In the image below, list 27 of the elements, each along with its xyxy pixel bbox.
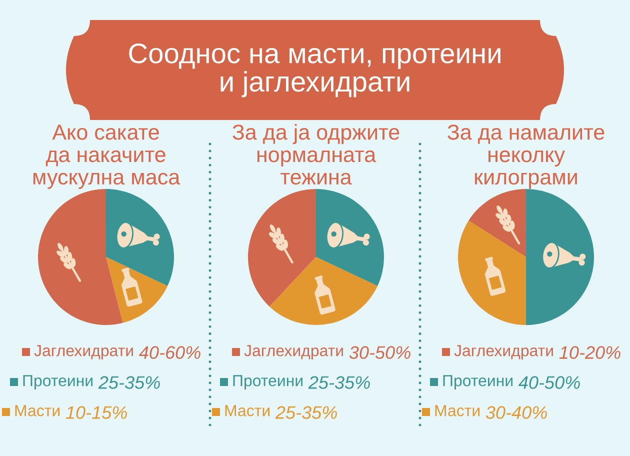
pie-slice xyxy=(248,189,316,307)
text: 10-15% xyxy=(66,406,127,419)
legend-label: Протеини xyxy=(233,375,302,390)
text: 25-35% xyxy=(308,376,370,389)
legend-label: Јаглехидрати xyxy=(244,345,343,360)
legend-label: Масти xyxy=(225,405,270,416)
text: 25-35% xyxy=(98,376,160,389)
legend-label: Протеини xyxy=(443,375,512,390)
pie-slice xyxy=(458,220,526,325)
text: 25-35% xyxy=(275,406,337,419)
text: 30-50% xyxy=(349,346,410,359)
legend-label: Протеини xyxy=(23,375,92,390)
text: 10-20% xyxy=(559,346,620,359)
chart-title: За да ја одржите нормалната тежина xyxy=(232,124,400,185)
pie-slice xyxy=(38,189,123,325)
chart-title: За да намалите неколку килограми xyxy=(448,124,604,189)
text: 40-50% xyxy=(518,376,580,389)
chart-title: Ако сакате да накачите мускулна маса xyxy=(33,124,180,189)
pie-slice xyxy=(526,189,594,325)
legend-label: Масти xyxy=(435,405,480,416)
text: Сооднос на масти, протеини и јаглехидрати xyxy=(129,43,500,98)
text: 30-40% xyxy=(486,406,547,419)
pie-slice xyxy=(269,257,378,325)
text: 40-60% xyxy=(139,346,200,359)
legend-label: Масти xyxy=(15,405,60,416)
legend-label: Јаглехидрати xyxy=(34,345,133,360)
legend-label: Јаглехидрати xyxy=(454,345,553,360)
